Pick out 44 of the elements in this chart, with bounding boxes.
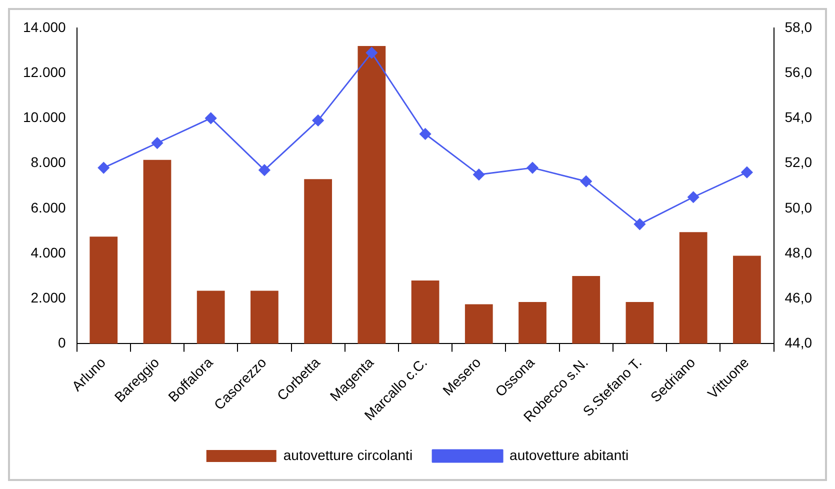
bar [679, 232, 708, 344]
y2-tick-label: 52,0 [784, 154, 812, 170]
y2-tick-label: 46,0 [784, 289, 812, 306]
bar [411, 280, 440, 344]
bar [90, 236, 118, 344]
y2-tick-label: 56,0 [784, 64, 812, 80]
y2-tick-label: 58,0 [784, 18, 812, 35]
y-tick-label: 10.000 [22, 109, 66, 126]
point [205, 112, 217, 124]
y2-tick-label: 44,0 [784, 334, 812, 351]
point [580, 176, 592, 188]
y-tick-label: 0 [58, 334, 66, 351]
bar [626, 302, 654, 344]
point [312, 114, 324, 126]
point [741, 166, 753, 178]
point [688, 191, 700, 203]
point [98, 162, 110, 174]
point [473, 168, 485, 180]
bar [196, 290, 225, 344]
y2-tick-label: 48,0 [784, 244, 812, 260]
point [151, 137, 163, 149]
bar [733, 256, 761, 344]
y-tick-label: 14.000 [22, 18, 66, 35]
y-tick-label: 4.000 [30, 244, 66, 260]
bar [304, 179, 332, 344]
bar [250, 290, 278, 344]
y-tick-label: 6.000 [30, 199, 66, 216]
bar [518, 302, 546, 344]
bar [572, 276, 600, 344]
point [366, 47, 378, 59]
legend-label: autovetture circolanti [283, 446, 413, 463]
point [258, 164, 270, 176]
point [634, 218, 646, 230]
y-tick-label: 2.000 [30, 289, 66, 306]
bar [143, 160, 172, 344]
bar [464, 304, 493, 344]
y-tick-label: 8.000 [30, 154, 66, 170]
y2-tick-label: 54,0 [784, 109, 812, 126]
legend-label: autovetture abitanti [510, 446, 629, 463]
y2-tick-label: 50,0 [784, 199, 812, 216]
bar [358, 46, 386, 344]
point [526, 162, 538, 174]
point [420, 128, 432, 140]
y-tick-label: 12.000 [22, 64, 66, 80]
